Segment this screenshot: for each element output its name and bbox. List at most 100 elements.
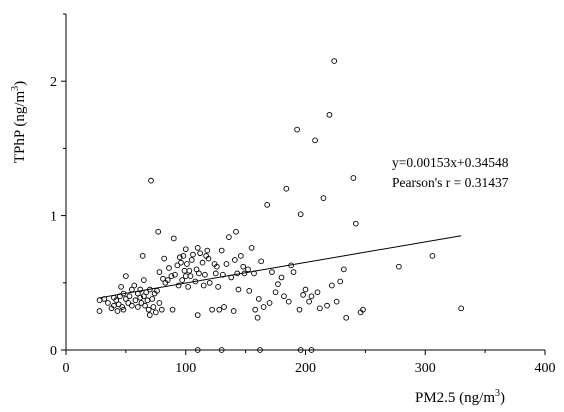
data-point [188, 257, 195, 263]
data-point [113, 297, 120, 304]
data-point [326, 111, 333, 118]
data-point [235, 286, 242, 293]
data-point [123, 296, 129, 302]
data-point [142, 302, 148, 309]
data-point [352, 220, 359, 227]
data-point [193, 266, 200, 273]
data-point [179, 277, 186, 283]
data-point [123, 273, 129, 279]
data-point [240, 263, 247, 270]
data-point [169, 306, 176, 313]
data-point [182, 246, 189, 253]
data-point [278, 274, 285, 281]
data-point [216, 306, 223, 313]
data-point [205, 255, 212, 262]
data-point [187, 273, 194, 279]
data-points [96, 58, 465, 353]
data-point [297, 347, 304, 353]
data-point [320, 195, 327, 201]
data-point [215, 283, 221, 290]
data-point [131, 282, 138, 289]
y-axis-label: TPhP (ng/m3) [10, 81, 28, 163]
data-point [114, 308, 121, 314]
x-axis-label-end: ) [500, 390, 505, 406]
data-point [148, 177, 154, 184]
data-point [119, 304, 126, 310]
data-point [312, 137, 318, 144]
data-point [272, 289, 279, 296]
data-point [297, 211, 304, 218]
data-point [308, 347, 315, 353]
data-point [202, 271, 208, 278]
data-point [317, 305, 323, 312]
data-point [156, 269, 163, 275]
data-point [302, 286, 309, 293]
data-point [230, 308, 237, 314]
data-point [218, 347, 225, 353]
data-point [149, 296, 156, 302]
data-point [294, 126, 300, 133]
y-tick-label: 2 [50, 75, 57, 90]
data-point [324, 302, 330, 309]
regression-equation: y=0.00153x+0.34548 [392, 155, 509, 170]
data-point [137, 294, 144, 301]
data-point [350, 175, 357, 181]
data-point [223, 261, 230, 267]
data-point [194, 245, 201, 251]
data-point [96, 297, 103, 304]
data-point [115, 301, 122, 308]
data-point [135, 304, 141, 310]
data-point [258, 258, 265, 265]
data-point [194, 347, 201, 353]
data-point [140, 293, 147, 300]
data-point [96, 308, 103, 314]
data-point [166, 265, 172, 271]
data-point [254, 314, 261, 321]
data-point [182, 273, 189, 279]
data-point [231, 257, 238, 263]
x-tick-label: 400 [535, 361, 556, 376]
data-point [214, 263, 220, 270]
data-point [260, 304, 267, 310]
data-point [248, 245, 255, 251]
data-point [175, 282, 182, 289]
data-point [154, 288, 160, 294]
data-point [129, 302, 135, 309]
data-point [174, 262, 181, 269]
data-point [233, 228, 239, 235]
y-tick-label: 1 [50, 210, 57, 225]
data-point [125, 300, 132, 306]
data-point [196, 270, 202, 277]
data-point [168, 273, 175, 279]
data-point [337, 278, 344, 285]
data-point [300, 292, 306, 298]
data-point [105, 300, 111, 306]
data-point [221, 304, 227, 310]
x-axis-label: PM2.5 (ng/m3) [415, 388, 505, 406]
data-point [237, 253, 244, 259]
pearson-r-label: Pearson's r = 0.31437 [392, 175, 509, 190]
data-point [199, 259, 206, 266]
data-point [139, 253, 146, 259]
data-point [126, 293, 133, 300]
data-point [178, 259, 184, 266]
data-point [164, 277, 171, 283]
data-point [137, 286, 144, 293]
x-tick-label: 300 [415, 361, 436, 376]
data-point [283, 185, 290, 192]
data-point [161, 255, 168, 262]
data-point [150, 304, 157, 310]
data-point [458, 305, 465, 312]
data-point [396, 263, 402, 270]
data-point [264, 201, 271, 208]
regression-line [99, 235, 462, 299]
data-point [314, 289, 321, 296]
data-point [281, 293, 287, 300]
data-point [120, 306, 127, 313]
data-point [145, 306, 152, 313]
data-point [146, 312, 153, 318]
data-point [306, 298, 312, 305]
x-tick-label: 100 [175, 361, 196, 376]
y-axis-ticks: 0 1 2 [50, 13, 66, 359]
